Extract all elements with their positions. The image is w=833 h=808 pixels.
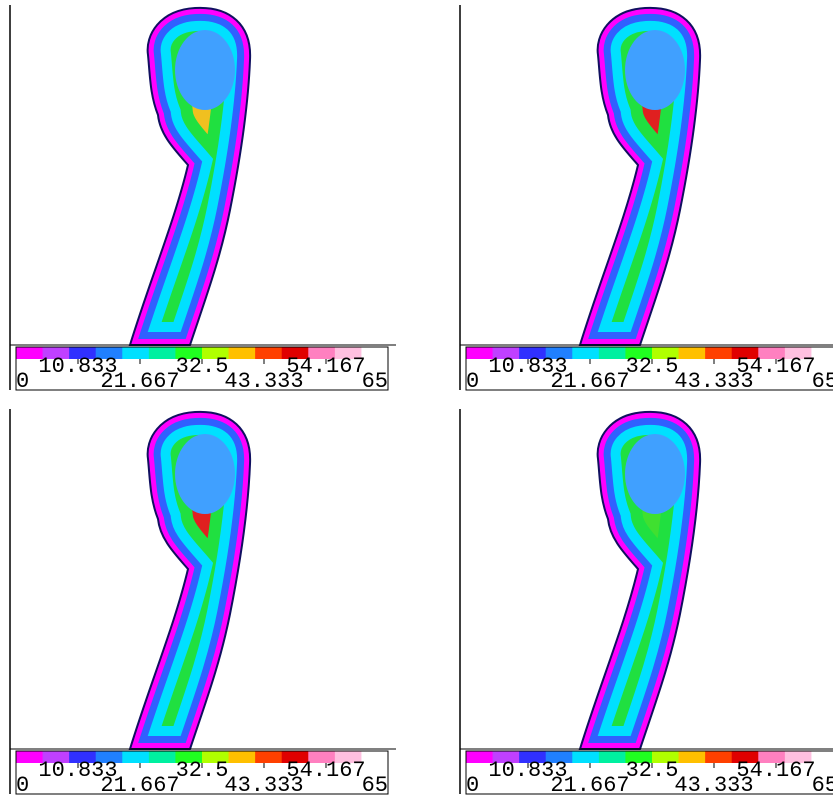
colorbar-swatch [599,347,626,359]
colorbar-swatch [229,751,256,763]
figure: 010.83321.66732.543.33354.16765010.83321… [0,0,833,808]
colorbar-tick-label: 65 [362,773,388,798]
colorbar-swatch [229,347,256,359]
colorbar-tick-label: 32.5 [176,354,229,379]
colorbar-swatch [149,751,176,763]
band [175,30,235,110]
colorbar-tick-label: 54.167 [286,354,365,379]
colorbar-tick-label: 54.167 [736,354,815,379]
colorbar-tick-label: 54.167 [736,758,815,783]
colorbar-tick-label: 32.5 [626,758,679,783]
colorbar-tick-label: 0 [16,369,29,394]
colorbar-swatch [679,347,706,359]
colorbar-swatch [599,751,626,763]
colorbar-tick-label: 32.5 [626,354,679,379]
colorbar-tick-label: 54.167 [286,758,365,783]
band [625,434,685,514]
colorbar-swatch [705,751,732,763]
colorbar-tick-label: 65 [812,369,833,394]
colorbar-tick-label: 21.667 [550,773,629,798]
colorbar-swatch [572,751,599,763]
colorbar-swatch [122,751,149,763]
band [625,30,685,110]
band [175,434,235,514]
colorbar-swatch [122,347,149,359]
colorbar-swatch [705,347,732,359]
colorbar-swatch [255,751,282,763]
colorbar-tick-label: 32.5 [176,758,229,783]
colorbar-tick-label: 65 [362,369,388,394]
colorbar-swatch [572,347,599,359]
colorbar-swatch [255,347,282,359]
colorbar-tick-label: 0 [466,773,479,798]
colorbar-tick-label: 21.667 [550,369,629,394]
colorbar-swatch [149,347,176,359]
colorbar-tick-label: 0 [16,773,29,798]
colorbar-swatch [679,751,706,763]
colorbar-tick-label: 21.667 [100,773,179,798]
colorbar-tick-label: 21.667 [100,369,179,394]
colorbar-tick-label: 0 [466,369,479,394]
colorbar-tick-label: 65 [812,773,833,798]
